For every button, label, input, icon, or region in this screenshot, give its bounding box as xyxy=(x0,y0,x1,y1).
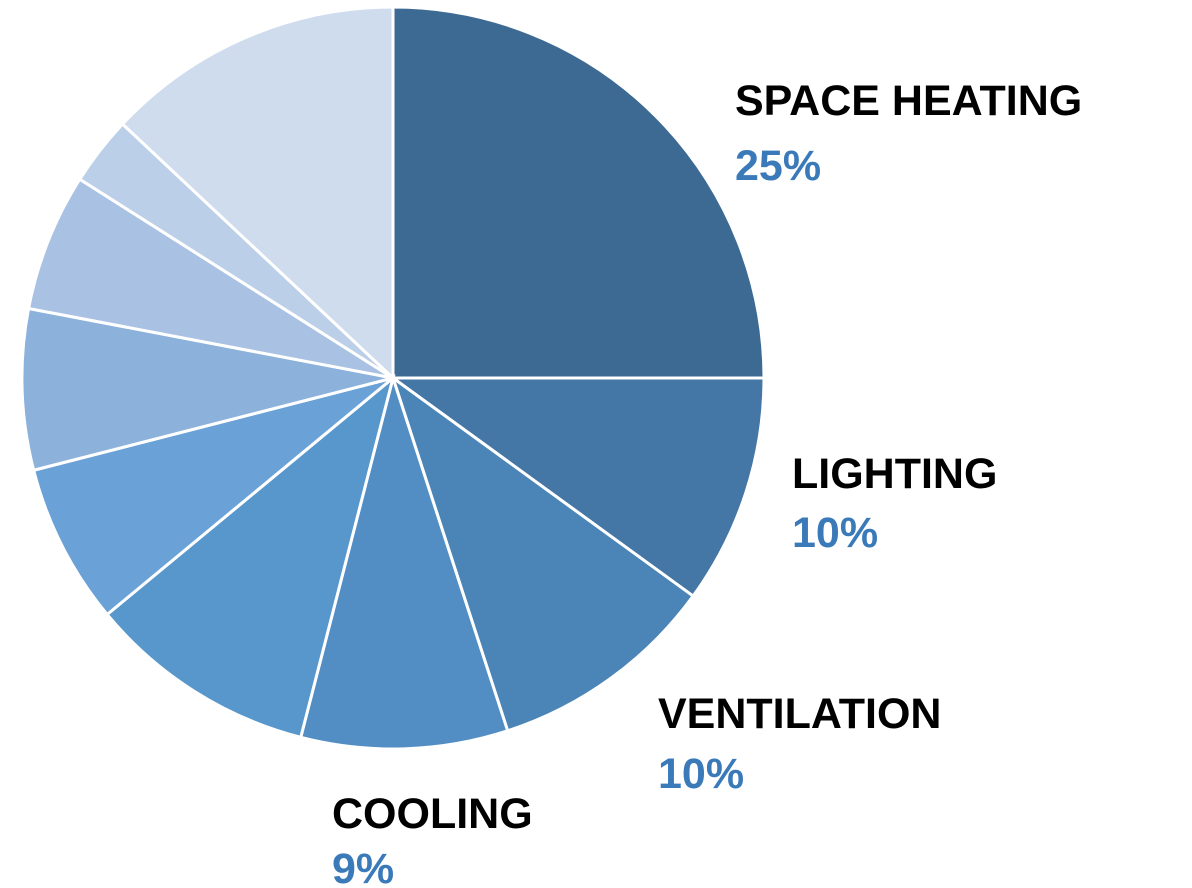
pie-slice xyxy=(31,376,394,617)
slice-value-label: 25% xyxy=(735,142,821,190)
pie-slice xyxy=(298,372,510,751)
slice-value-label: 9% xyxy=(332,845,394,888)
pie-slice xyxy=(390,374,696,733)
slice-value-label: 10% xyxy=(658,750,744,798)
pie-slice xyxy=(120,5,395,382)
slice-value-label: 10% xyxy=(792,509,878,557)
slice-label: COOLING xyxy=(332,790,533,838)
pie-slice xyxy=(391,5,766,380)
pie-slice xyxy=(105,373,396,740)
pie-slice xyxy=(26,177,394,380)
slice-label: LIGHTING xyxy=(792,450,997,498)
slice-label: SPACE HEATING xyxy=(735,77,1082,125)
pie-slice xyxy=(388,376,766,599)
slice-label: VENTILATION xyxy=(658,690,941,738)
pie-slice xyxy=(20,306,394,473)
